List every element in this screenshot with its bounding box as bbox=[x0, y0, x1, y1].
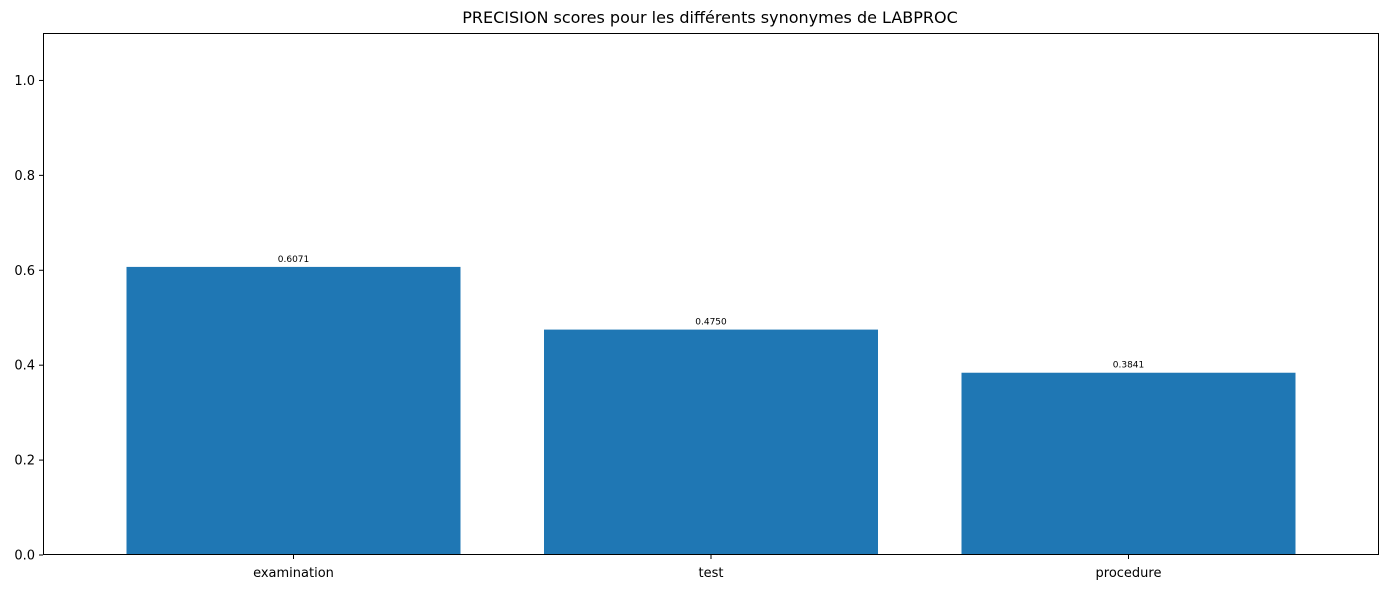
y-axis: 0.0 0.2 0.4 0.6 0.8 1.0 bbox=[14, 74, 43, 564]
data-label-examination: 0.6071 bbox=[278, 255, 310, 265]
x-tick-label-test: test bbox=[699, 566, 724, 581]
bars-layer bbox=[126, 266, 1296, 555]
plot-frame bbox=[43, 33, 1379, 555]
y-tick-label: 1.0 bbox=[14, 74, 35, 89]
bar-procedure bbox=[961, 372, 1296, 555]
chart-title: PRECISION scores pour les différents syn… bbox=[462, 8, 958, 27]
y-tick-label: 0.2 bbox=[14, 454, 35, 469]
x-tick-label-procedure: procedure bbox=[1096, 566, 1162, 581]
data-label-procedure: 0.3841 bbox=[1113, 361, 1145, 371]
y-tick-label: 0.8 bbox=[14, 169, 35, 184]
bar-examination bbox=[126, 266, 461, 555]
data-labels-layer: 0.6071 0.4750 0.3841 bbox=[278, 255, 1145, 371]
data-label-test: 0.4750 bbox=[695, 318, 727, 328]
bar-test bbox=[544, 329, 878, 555]
y-tick-label: 0.4 bbox=[14, 359, 35, 374]
y-tick-label: 0.6 bbox=[14, 264, 35, 279]
x-axis: examination test procedure bbox=[253, 555, 1161, 581]
x-tick-label-examination: examination bbox=[253, 566, 334, 581]
y-tick-label: 0.0 bbox=[14, 549, 35, 564]
